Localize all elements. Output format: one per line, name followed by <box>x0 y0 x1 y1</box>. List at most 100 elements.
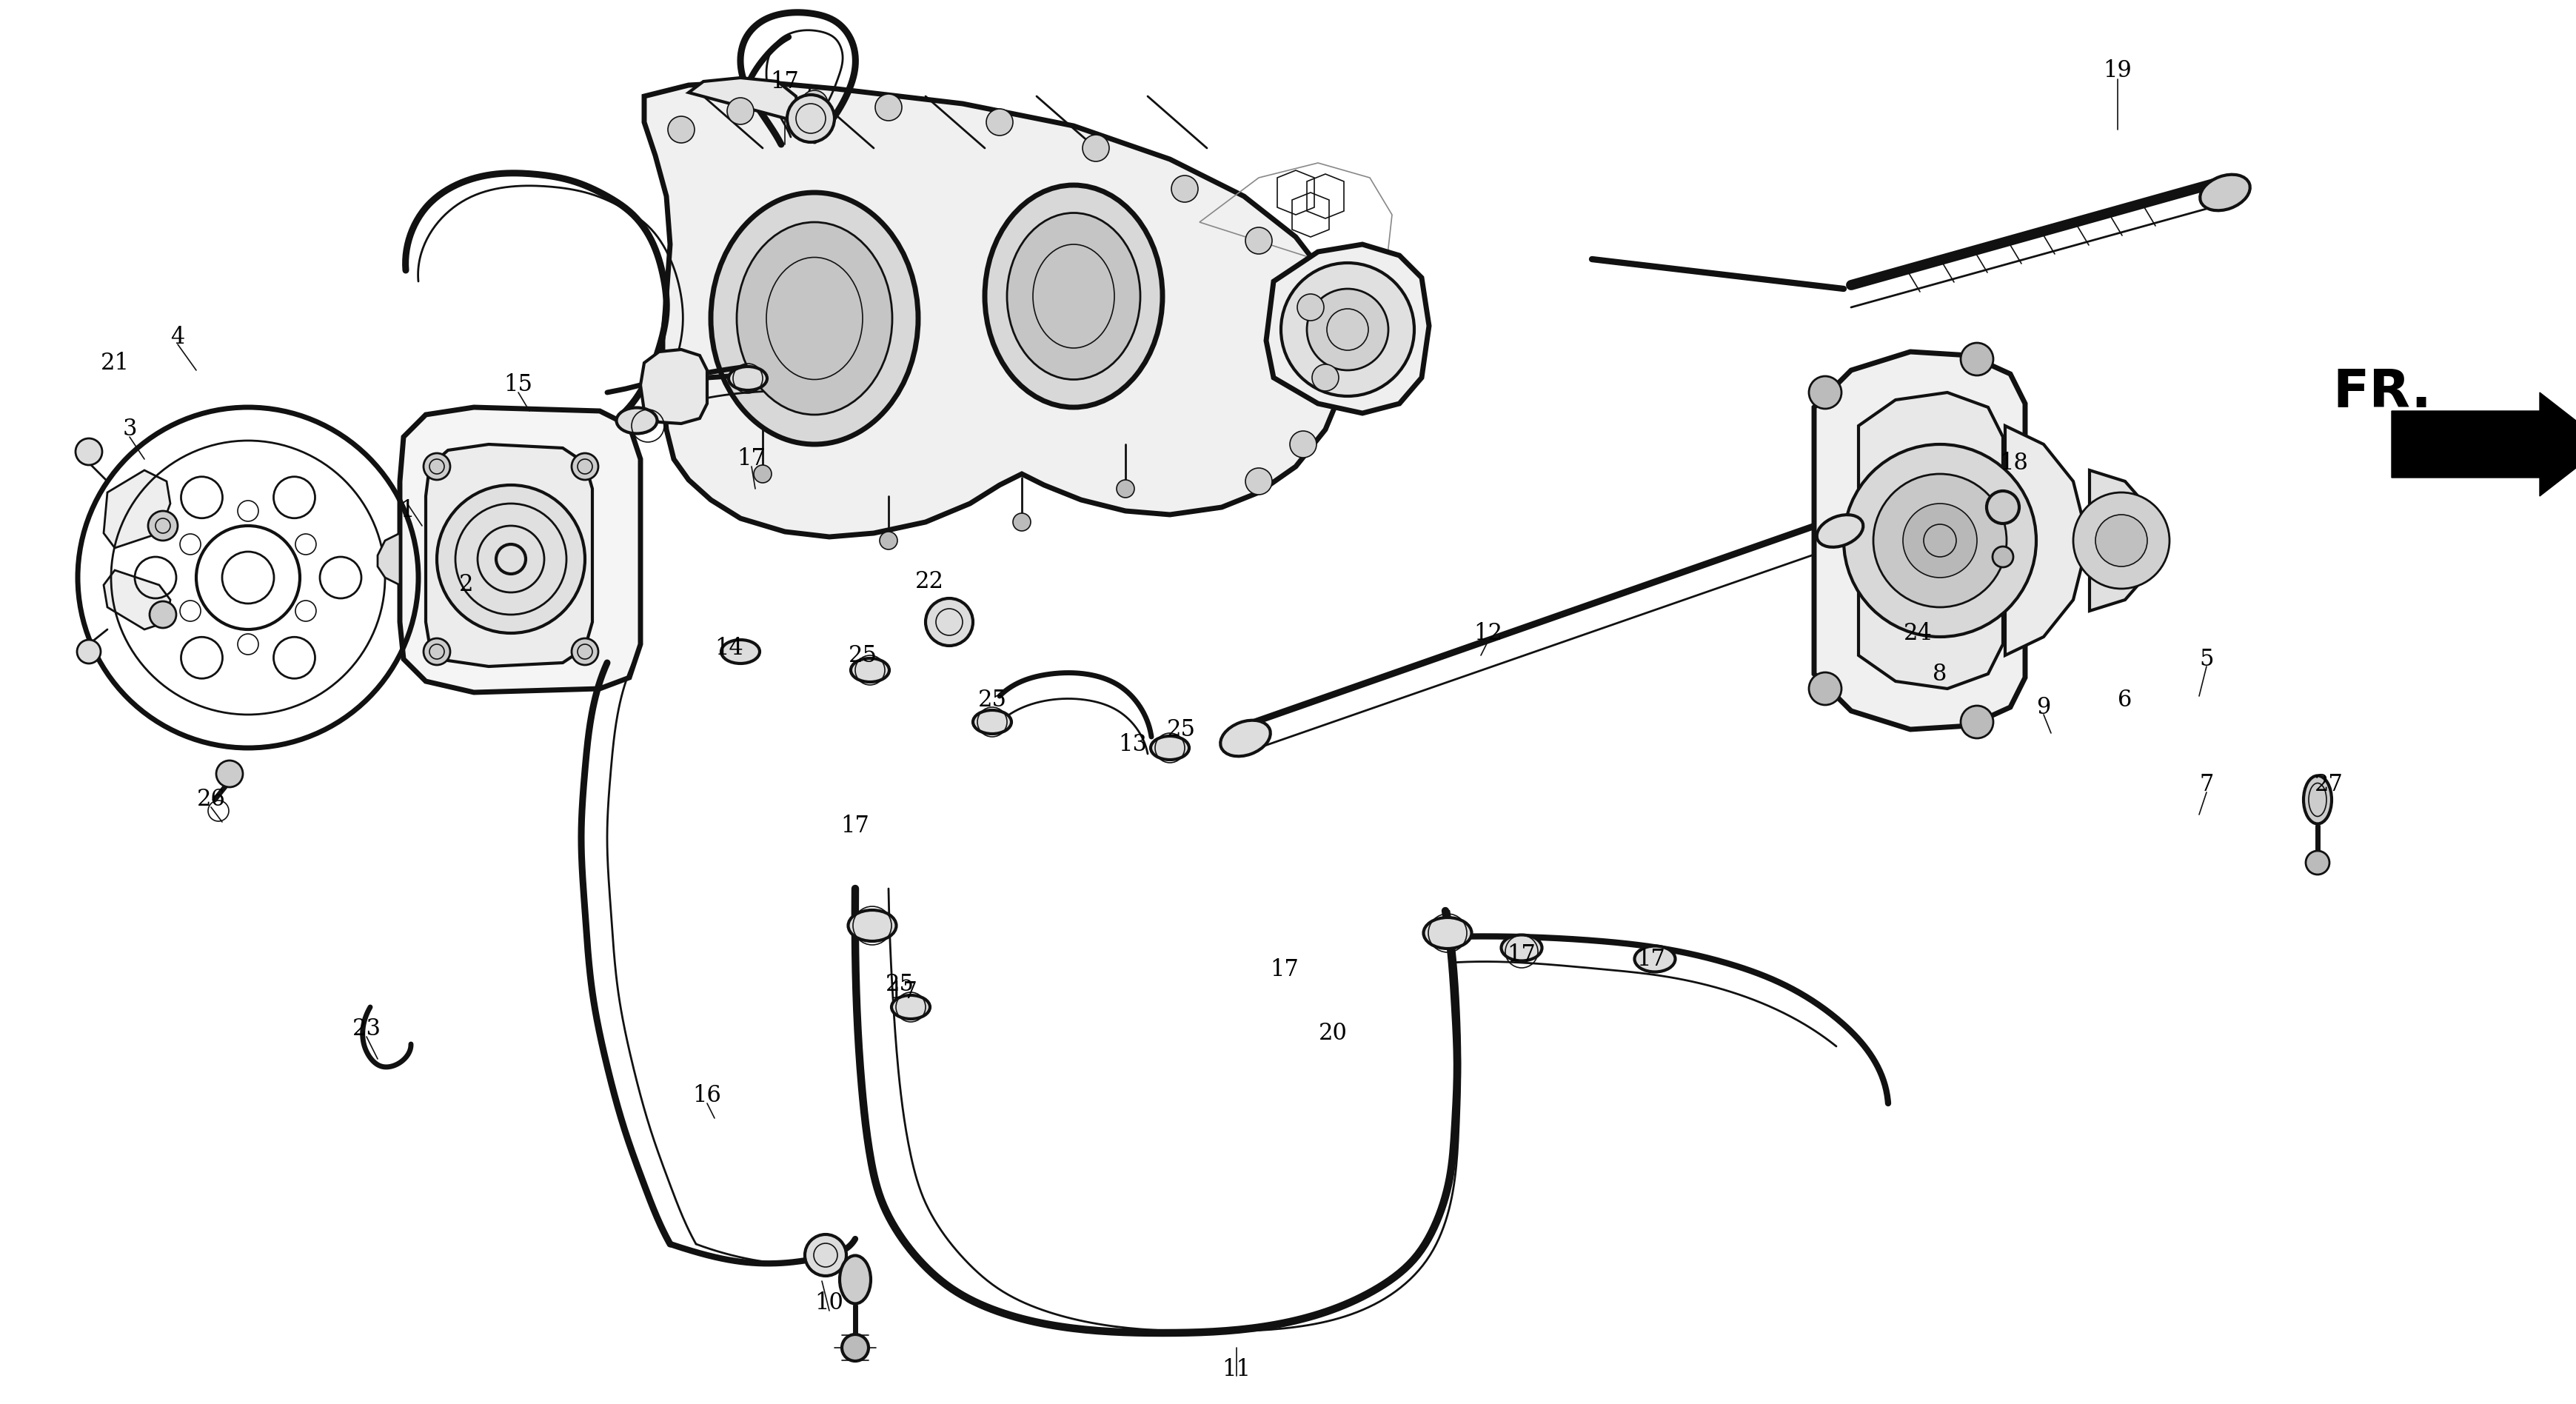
Ellipse shape <box>1502 935 1543 960</box>
Text: 5: 5 <box>2200 647 2213 671</box>
Polygon shape <box>688 77 799 122</box>
Text: 17: 17 <box>1507 943 1535 967</box>
Circle shape <box>1960 343 1994 375</box>
Text: 17: 17 <box>770 70 799 93</box>
Ellipse shape <box>1636 946 1674 972</box>
Circle shape <box>1291 431 1316 458</box>
Text: 15: 15 <box>505 373 533 396</box>
Circle shape <box>75 438 103 465</box>
Circle shape <box>216 761 242 788</box>
Polygon shape <box>2089 470 2159 611</box>
Circle shape <box>755 465 773 483</box>
Circle shape <box>1012 514 1030 531</box>
Ellipse shape <box>711 192 917 444</box>
Text: 6: 6 <box>2117 688 2133 712</box>
Ellipse shape <box>737 222 891 414</box>
Polygon shape <box>1267 244 1430 413</box>
Polygon shape <box>1857 393 2004 689</box>
Text: 7: 7 <box>2200 774 2213 796</box>
Circle shape <box>804 1234 848 1276</box>
Ellipse shape <box>616 407 657 434</box>
Text: 25: 25 <box>979 688 1007 712</box>
Text: 9: 9 <box>2038 696 2050 719</box>
Circle shape <box>422 453 451 480</box>
Circle shape <box>1986 491 2020 524</box>
Ellipse shape <box>1425 917 1471 949</box>
Circle shape <box>147 511 178 541</box>
Circle shape <box>572 453 598 480</box>
Text: 13: 13 <box>1118 733 1146 755</box>
Text: 19: 19 <box>2105 59 2133 81</box>
Text: 24: 24 <box>1904 622 1932 644</box>
Text: 23: 23 <box>353 1018 381 1040</box>
Ellipse shape <box>850 658 889 682</box>
Text: 8: 8 <box>1932 663 1947 685</box>
Circle shape <box>878 532 896 549</box>
FancyArrow shape <box>2391 393 2576 496</box>
Polygon shape <box>379 534 399 585</box>
Text: 26: 26 <box>196 788 227 812</box>
Text: FR.: FR. <box>2331 366 2432 418</box>
Circle shape <box>1082 135 1110 161</box>
Text: 2: 2 <box>459 573 474 597</box>
Circle shape <box>876 94 902 121</box>
Polygon shape <box>103 470 170 548</box>
Circle shape <box>1244 227 1273 254</box>
Polygon shape <box>1814 352 2025 730</box>
Ellipse shape <box>1007 213 1141 379</box>
Text: 17: 17 <box>840 814 871 837</box>
Text: 25: 25 <box>848 644 876 667</box>
Polygon shape <box>399 407 641 692</box>
Circle shape <box>572 639 598 665</box>
Polygon shape <box>2004 425 2089 656</box>
Circle shape <box>1873 475 2007 607</box>
Circle shape <box>2074 493 2169 588</box>
Circle shape <box>438 484 585 633</box>
Circle shape <box>842 1334 868 1360</box>
Text: 27: 27 <box>2313 774 2344 796</box>
Polygon shape <box>644 81 1347 536</box>
Circle shape <box>1280 263 1414 396</box>
Ellipse shape <box>891 995 930 1019</box>
Text: 14: 14 <box>716 636 744 660</box>
Circle shape <box>1904 504 1976 577</box>
Ellipse shape <box>2303 775 2331 824</box>
Text: 17: 17 <box>889 981 917 1004</box>
Circle shape <box>987 110 1012 136</box>
Text: 22: 22 <box>914 570 943 592</box>
Circle shape <box>1808 673 1842 705</box>
Ellipse shape <box>1151 736 1190 760</box>
Circle shape <box>149 601 175 628</box>
Ellipse shape <box>984 185 1162 407</box>
Circle shape <box>1298 293 1324 320</box>
Ellipse shape <box>1816 515 1862 548</box>
Circle shape <box>1244 468 1273 494</box>
Circle shape <box>77 640 100 664</box>
Ellipse shape <box>721 640 760 664</box>
Text: 17: 17 <box>737 448 765 470</box>
Circle shape <box>1960 706 1994 739</box>
Polygon shape <box>641 350 708 424</box>
Circle shape <box>422 639 451 665</box>
Text: 4: 4 <box>170 326 185 348</box>
Circle shape <box>788 95 835 142</box>
Circle shape <box>726 98 755 125</box>
Ellipse shape <box>848 910 896 941</box>
Ellipse shape <box>729 366 768 390</box>
Text: 1: 1 <box>399 500 415 522</box>
Circle shape <box>1844 444 2035 637</box>
Text: 12: 12 <box>1473 622 1502 644</box>
Circle shape <box>1115 480 1133 497</box>
Text: 25: 25 <box>886 973 914 997</box>
Text: 25: 25 <box>1167 717 1195 741</box>
Ellipse shape <box>2200 174 2249 211</box>
Circle shape <box>925 598 974 646</box>
Polygon shape <box>425 444 592 667</box>
Circle shape <box>801 90 827 117</box>
Text: 21: 21 <box>100 351 129 375</box>
Polygon shape <box>103 570 170 629</box>
Text: 11: 11 <box>1221 1359 1252 1382</box>
Circle shape <box>667 117 696 143</box>
Circle shape <box>1991 546 2014 567</box>
Text: 16: 16 <box>693 1084 721 1108</box>
